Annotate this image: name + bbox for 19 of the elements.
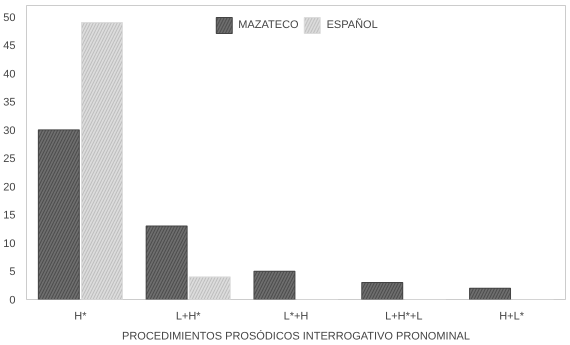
y-tick-label: 30 [3, 124, 16, 137]
x-tick-label: H* [74, 310, 88, 322]
x-axis-title: PROCEDIMIENTOS PROSÓDICOS INTERROGATIVO PRONOMINAL [122, 330, 470, 342]
x-tick-label: L+H* [176, 310, 202, 322]
legend-label: MAZATECO [238, 19, 299, 31]
y-tick-label: 20 [3, 181, 16, 194]
x-tick-label: L*+H [284, 310, 308, 322]
y-tick-label: 45 [3, 40, 16, 52]
y-tick-label: 10 [3, 238, 16, 250]
y-tick-label: 0 [9, 294, 16, 306]
y-tick-label: 40 [3, 68, 16, 80]
y-tick-label: 15 [3, 210, 16, 222]
y-tick-label: 35 [3, 96, 16, 109]
x-tick-label: H+L* [499, 310, 525, 322]
y-tick-label: 50 [3, 12, 16, 24]
x-tick-label: L+H*+L [385, 310, 422, 322]
y-tick-label: 5 [9, 266, 16, 278]
y-tick-label: 25 [3, 153, 16, 166]
legend-label: ESPAÑOL [326, 19, 378, 31]
